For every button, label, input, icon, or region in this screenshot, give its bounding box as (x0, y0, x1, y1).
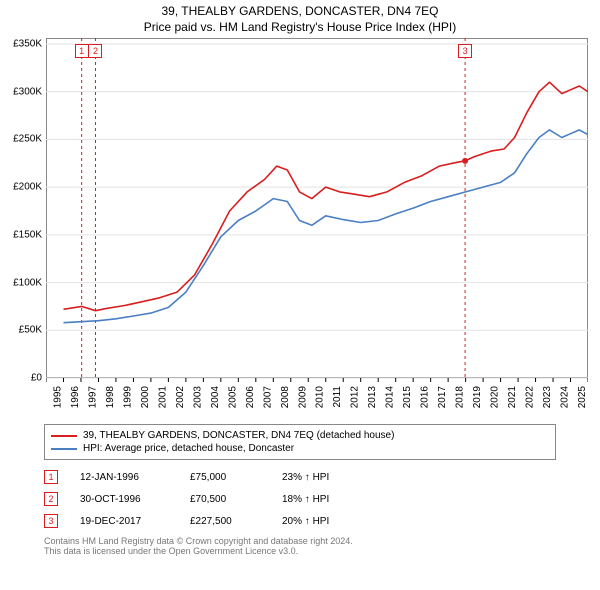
svg-text:1996: 1996 (70, 386, 81, 409)
svg-text:2006: 2006 (245, 386, 256, 409)
svg-text:2025: 2025 (577, 386, 588, 409)
svg-text:2018: 2018 (455, 386, 466, 409)
event-date: 30-OCT-1996 (80, 494, 168, 505)
event-row: 1 12-JAN-1996 £75,000 23% ↑ HPI (44, 466, 556, 488)
svg-text:2014: 2014 (385, 386, 396, 409)
event-date: 12-JAN-1996 (80, 472, 168, 483)
svg-text:1995: 1995 (52, 386, 63, 409)
event-marker-2: 2 (44, 492, 58, 506)
svg-text:2007: 2007 (262, 386, 273, 409)
sale-marker-3: 3 (458, 44, 472, 58)
chart-area: 1994199519961997199819992000200120022003… (46, 38, 588, 418)
legend-row: 39, THEALBY GARDENS, DONCASTER, DN4 7EQ … (51, 429, 549, 442)
legend-label: 39, THEALBY GARDENS, DONCASTER, DN4 7EQ … (83, 430, 394, 441)
svg-text:2024: 2024 (560, 386, 571, 409)
event-marker-1: 1 (44, 470, 58, 484)
event-delta: 23% ↑ HPI (282, 472, 329, 483)
svg-text:2012: 2012 (350, 386, 361, 409)
svg-text:2011: 2011 (332, 386, 343, 408)
svg-text:2003: 2003 (192, 386, 203, 409)
svg-text:2004: 2004 (210, 386, 221, 409)
sale-marker-2: 2 (88, 44, 102, 58)
svg-text:2023: 2023 (542, 386, 553, 409)
svg-text:2021: 2021 (507, 386, 518, 409)
event-date: 19-DEC-2017 (80, 516, 168, 527)
y-axis-label: £350K (2, 39, 42, 50)
y-axis-label: £200K (2, 182, 42, 193)
page: 39, THEALBY GARDENS, DONCASTER, DN4 7EQ … (0, 0, 600, 590)
svg-text:2015: 2015 (402, 386, 413, 409)
chart-subtitle: Price paid vs. HM Land Registry's House … (0, 18, 600, 38)
svg-text:1999: 1999 (122, 386, 133, 409)
event-table: 1 12-JAN-1996 £75,000 23% ↑ HPI 2 30-OCT-1996… (44, 466, 556, 532)
svg-text:2019: 2019 (472, 386, 483, 409)
event-price: £70,500 (190, 494, 260, 505)
y-axis-label: £300K (2, 86, 42, 97)
svg-text:2020: 2020 (490, 386, 501, 409)
chart-title: 39, THEALBY GARDENS, DONCASTER, DN4 7EQ (0, 0, 600, 18)
legend-label: HPI: Average price, detached house, Donc… (83, 443, 294, 454)
sale-marker-1: 1 (75, 44, 89, 58)
svg-text:2010: 2010 (315, 386, 326, 409)
y-axis-label: £250K (2, 134, 42, 145)
line-chart: 1994199519961997199819992000200120022003… (46, 38, 588, 420)
svg-text:2001: 2001 (157, 386, 168, 409)
legend-swatch (51, 448, 77, 450)
svg-text:2017: 2017 (437, 386, 448, 409)
svg-text:2016: 2016 (420, 386, 431, 409)
legend-row: HPI: Average price, detached house, Donc… (51, 442, 549, 455)
svg-text:1998: 1998 (105, 386, 116, 409)
y-axis-label: £150K (2, 229, 42, 240)
footer-line-2: This data is licensed under the Open Gov… (44, 546, 556, 556)
footer-line-1: Contains HM Land Registry data © Crown c… (44, 536, 556, 546)
event-price: £227,500 (190, 516, 260, 527)
y-axis-label: £100K (2, 277, 42, 288)
event-price: £75,000 (190, 472, 260, 483)
svg-text:2009: 2009 (297, 386, 308, 409)
event-delta: 20% ↑ HPI (282, 516, 329, 527)
svg-text:2005: 2005 (227, 386, 238, 409)
legend: 39, THEALBY GARDENS, DONCASTER, DN4 7EQ … (44, 424, 556, 460)
event-delta: 18% ↑ HPI (282, 494, 329, 505)
attribution: Contains HM Land Registry data © Crown c… (44, 536, 556, 556)
svg-text:1997: 1997 (87, 386, 98, 409)
y-axis-label: £0 (2, 373, 42, 384)
legend-swatch (51, 435, 77, 437)
event-marker-3: 3 (44, 514, 58, 528)
event-row: 3 19-DEC-2017 £227,500 20% ↑ HPI (44, 510, 556, 532)
svg-text:2000: 2000 (140, 386, 151, 409)
event-row: 2 30-OCT-1996 £70,500 18% ↑ HPI (44, 488, 556, 510)
svg-text:2013: 2013 (367, 386, 378, 409)
svg-text:2008: 2008 (280, 386, 291, 409)
y-axis-label: £50K (2, 325, 42, 336)
svg-text:2002: 2002 (175, 386, 186, 409)
svg-text:2022: 2022 (525, 386, 536, 409)
